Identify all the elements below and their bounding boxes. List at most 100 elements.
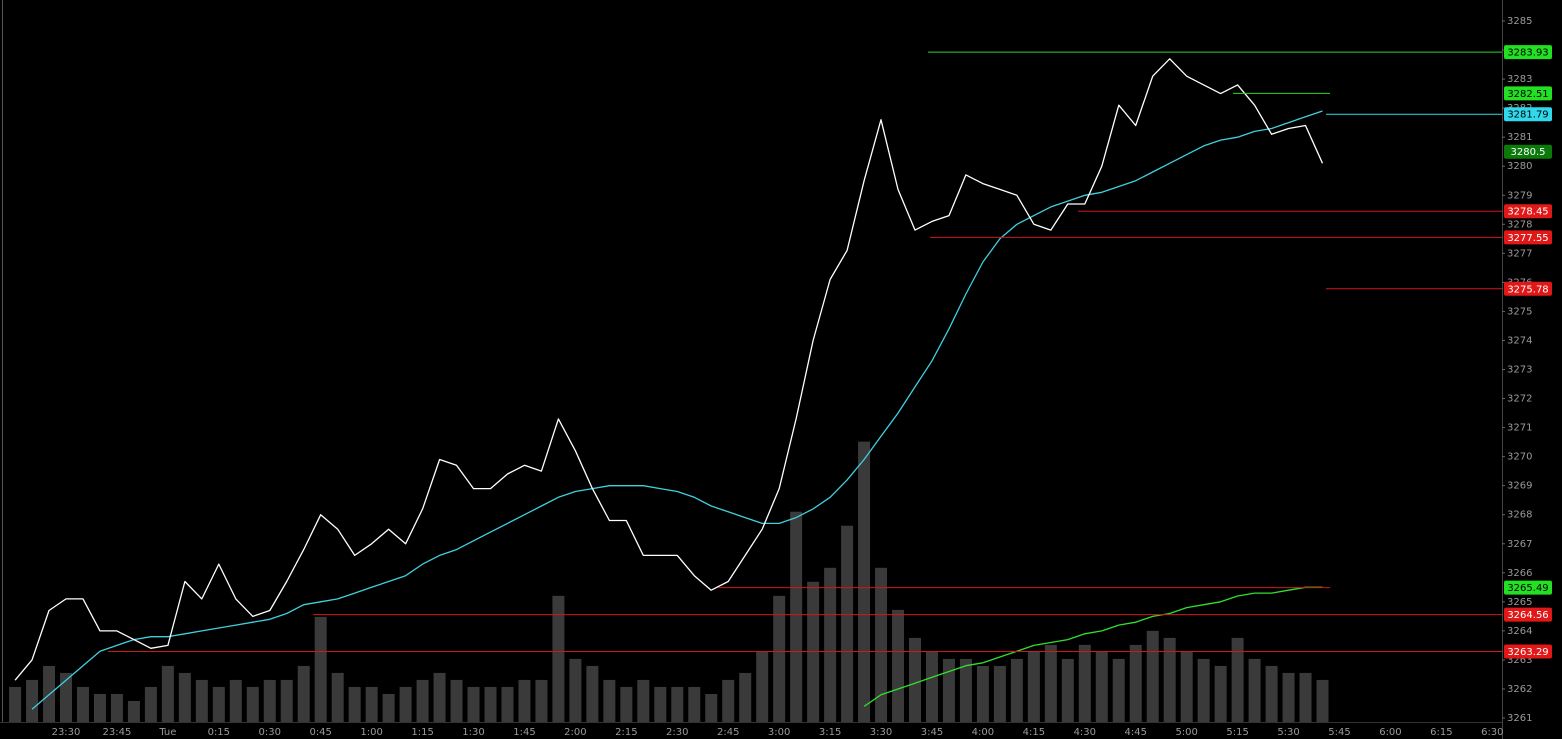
price-level-label: 3265.49 — [1507, 583, 1548, 594]
x-tick-label: 6:30 — [1481, 727, 1503, 738]
volume-bar — [110, 693, 123, 722]
volume-bar — [93, 693, 106, 722]
y-tick-label: 3265 — [1507, 597, 1532, 608]
volume-bar — [841, 525, 854, 722]
volume-bar — [433, 672, 446, 722]
x-tick-label: 5:30 — [1277, 727, 1299, 738]
y-tick-label: 3272 — [1507, 394, 1532, 405]
y-tick-label: 3274 — [1507, 335, 1532, 346]
volume-bar — [925, 651, 938, 722]
y-tick-label: 3278 — [1507, 219, 1532, 230]
volume-bar — [1146, 630, 1159, 722]
x-tick-label: 4:00 — [972, 727, 994, 738]
x-tick-label: 2:15 — [615, 727, 637, 738]
volume-bar — [144, 686, 157, 722]
volume-bar — [9, 686, 22, 722]
price-level-label: 3280.5 — [1511, 147, 1546, 158]
volume-bar — [569, 658, 582, 722]
volume-bar — [1163, 637, 1176, 722]
x-tick-label: 1:00 — [360, 727, 382, 738]
volume-bar — [535, 679, 548, 722]
volume-bar — [1248, 658, 1261, 722]
volume-bar — [688, 686, 701, 722]
volume-bar — [705, 693, 718, 722]
y-tick-label: 3273 — [1507, 365, 1532, 376]
x-tick-label: Tue — [158, 727, 176, 738]
x-tick-label: 1:30 — [462, 727, 484, 738]
x-tick-label: 0:45 — [309, 727, 331, 738]
volume-bar — [824, 567, 837, 722]
x-tick-label: 4:30 — [1074, 727, 1096, 738]
x-tick-label: 1:15 — [411, 727, 433, 738]
x-tick-label: 23:30 — [52, 727, 81, 738]
x-tick-label: 5:15 — [1226, 727, 1248, 738]
volume-bar — [1231, 637, 1244, 722]
volume-bar — [1095, 651, 1108, 722]
y-tick-label: 3269 — [1507, 481, 1532, 492]
y-tick-label: 3267 — [1507, 539, 1532, 550]
volume-bar — [586, 665, 599, 722]
volume-bar — [229, 679, 242, 722]
volume-bar — [450, 679, 463, 722]
x-tick-label: 3:00 — [768, 727, 790, 738]
price-level-label: 3283.93 — [1507, 48, 1548, 59]
y-tick-label: 3283 — [1507, 74, 1532, 85]
x-tick-label: 3:45 — [921, 727, 943, 738]
volume-bar — [993, 665, 1006, 722]
y-tick-label: 3271 — [1507, 423, 1532, 434]
y-tick-label: 3262 — [1507, 684, 1532, 695]
volume-bar — [76, 686, 89, 722]
price-level-box — [1504, 45, 1552, 60]
price-level-label: 3282.51 — [1507, 89, 1548, 100]
volume-bar — [756, 651, 769, 722]
y-tick-label: 3270 — [1507, 452, 1532, 463]
volume-bar — [552, 595, 565, 722]
volume-bar — [909, 637, 921, 722]
volume-bar — [501, 686, 514, 722]
price-level-box — [1504, 86, 1552, 101]
x-tick-label: 4:15 — [1023, 727, 1045, 738]
volume-bar — [875, 567, 888, 722]
price-level-box — [1504, 607, 1552, 622]
volume-bar — [1282, 672, 1295, 722]
volume-bar — [620, 686, 633, 722]
volume-bar — [1214, 665, 1227, 722]
x-tick-label: 1:45 — [513, 727, 535, 738]
price-level-label: 3263.29 — [1507, 647, 1548, 658]
volume-bar — [246, 686, 259, 722]
y-tick-label: 3268 — [1507, 510, 1532, 521]
volume-bar — [263, 679, 276, 722]
x-tick-label: 5:00 — [1175, 727, 1197, 738]
price-level-box — [1504, 230, 1552, 245]
volume-bar — [178, 672, 191, 722]
volume-bar — [1044, 644, 1057, 722]
series-line — [31, 110, 1323, 710]
x-tick-label: 3:15 — [819, 727, 841, 738]
y-tick-label: 3281 — [1507, 132, 1532, 143]
x-tick-label: 5:45 — [1328, 727, 1350, 738]
volume-bar — [1197, 658, 1210, 722]
y-tick-label: 3275 — [1507, 306, 1532, 317]
volume-bar — [739, 672, 752, 722]
volume-bar — [1129, 644, 1142, 722]
volume-bar — [365, 686, 378, 722]
volume-bar — [314, 616, 327, 722]
y-tick-label: 3266 — [1507, 568, 1532, 579]
volume-bar — [195, 679, 208, 722]
volume-bar — [161, 665, 174, 722]
volume-bar — [280, 679, 293, 722]
price-level-box — [1504, 107, 1552, 122]
y-tick-label: 3263 — [1507, 655, 1532, 666]
price-level-label: 3275.78 — [1507, 284, 1548, 295]
price-level-box — [1504, 281, 1552, 296]
volume-bar — [331, 672, 344, 722]
volume-bar — [1027, 651, 1040, 722]
price-level-box — [1504, 144, 1552, 159]
x-tick-label: 2:30 — [666, 727, 688, 738]
series-line — [14, 58, 1324, 681]
volume-bar — [1180, 651, 1193, 722]
x-tick-label: 0:30 — [259, 727, 281, 738]
volume-bar — [1265, 665, 1278, 722]
volume-bar — [654, 686, 667, 722]
